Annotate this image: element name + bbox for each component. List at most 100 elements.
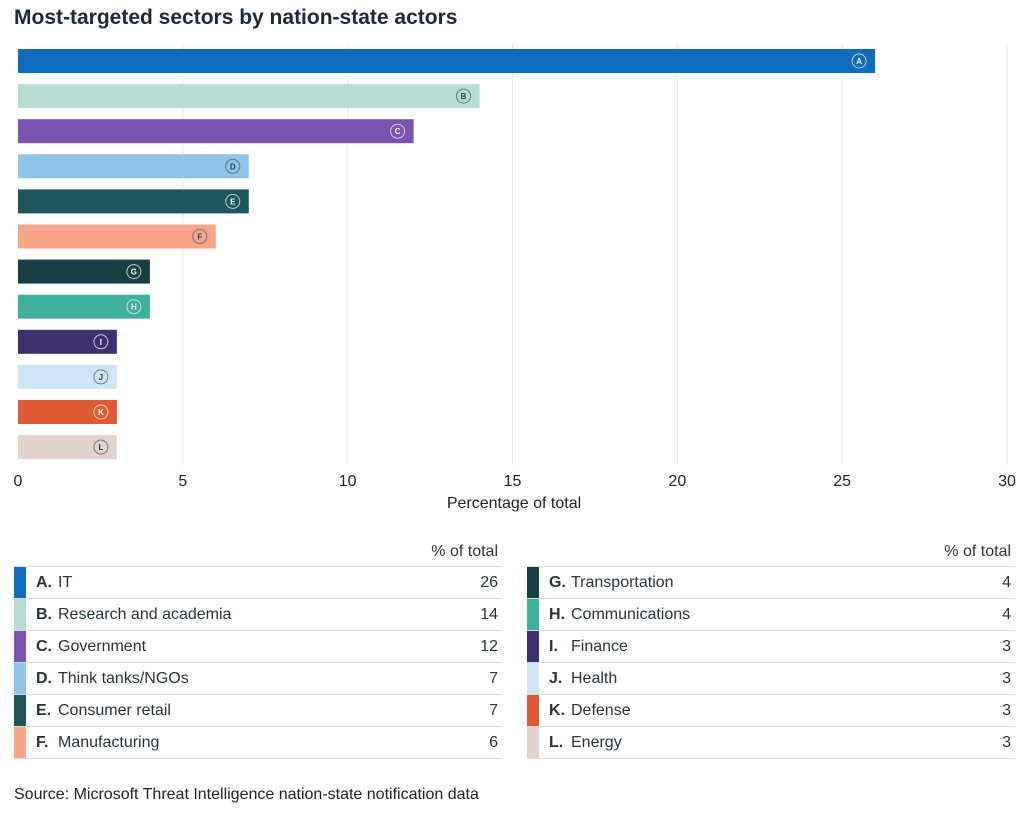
x-tick-label: 15 — [504, 473, 522, 490]
legend-name: Consumer retail — [58, 701, 171, 719]
legend-swatch — [527, 567, 539, 598]
bar-label: C — [395, 127, 401, 136]
legend-swatch — [527, 631, 539, 662]
bar-label-circle — [126, 299, 142, 315]
legend-swatch — [527, 663, 539, 694]
legend-letter: C. — [36, 637, 52, 655]
legend-row: B. Research and academia 14 — [14, 598, 502, 630]
legend-swatch — [527, 599, 539, 630]
legend-name: Manufacturing — [58, 733, 160, 751]
x-tick-label: 10 — [339, 473, 357, 490]
legend-row: A. IT 26 — [14, 566, 502, 598]
bar — [18, 84, 480, 109]
legend-name: Research and academia — [58, 605, 232, 623]
chart-title: Most-targeted sectors by nation-state ac… — [14, 6, 458, 29]
legend-swatch — [14, 567, 26, 598]
legend-swatch — [14, 727, 26, 758]
legend-letter: A. — [36, 573, 52, 591]
source-note: Source: Microsoft Threat Intelligence na… — [14, 786, 479, 803]
bar-label-circle — [93, 334, 109, 350]
x-tick-label: 30 — [998, 473, 1016, 490]
legend-value: 3 — [1002, 733, 1011, 751]
bar — [18, 329, 117, 354]
legend-value: 14 — [480, 605, 498, 623]
legend-value: 4 — [1002, 573, 1011, 591]
legend-letter: G. — [549, 573, 566, 591]
legend-letter: I. — [549, 637, 558, 655]
bar-label: E — [230, 197, 236, 206]
legend-name: IT — [58, 573, 73, 591]
x-axis-label: Percentage of total — [446, 495, 582, 512]
legend-letter: D. — [36, 669, 52, 687]
x-tick-label: 20 — [668, 473, 686, 490]
legend-header: % of total — [431, 543, 498, 560]
bar-label: G — [131, 268, 137, 277]
legend-letter: B. — [36, 605, 52, 623]
bar-label: H — [131, 303, 137, 312]
legend-value: 7 — [489, 669, 498, 687]
legend-name: Transportation — [571, 573, 674, 591]
legend-row: C. Government 12 — [14, 630, 502, 662]
bar — [18, 294, 150, 319]
bar-label-circle — [93, 439, 109, 455]
bar-label-circle — [456, 88, 472, 104]
bar — [18, 154, 249, 179]
bar-label-circle — [192, 229, 208, 244]
bar-label-circle — [126, 264, 142, 280]
legend-name: Government — [58, 637, 147, 655]
bar-label: K — [98, 408, 104, 417]
bar-label-circle — [851, 53, 867, 69]
legend-value: 3 — [1002, 669, 1011, 687]
legend-value: 7 — [489, 701, 498, 719]
bar — [18, 49, 876, 73]
legend-table-right: % of total G. Transportation 4 H. Commun… — [527, 540, 1015, 759]
legend-name: Think tanks/NGOs — [58, 669, 189, 687]
bar-label-circle — [390, 123, 406, 139]
bar — [18, 224, 216, 249]
legend-row: K. Defense 3 — [527, 694, 1015, 726]
legend-header: % of total — [944, 543, 1011, 560]
legend-swatch — [14, 695, 26, 726]
bar — [18, 259, 150, 284]
legend-row: E. Consumer retail 7 — [14, 694, 502, 726]
bar-label-circle — [225, 158, 241, 174]
legend-row: D. Think tanks/NGOs 7 — [14, 662, 502, 694]
legend-letter: L. — [549, 733, 564, 751]
legend-row: J. Health 3 — [527, 662, 1015, 694]
legend-swatch — [14, 663, 26, 694]
bar-label: B — [461, 92, 467, 101]
legend-letter: J. — [549, 669, 563, 687]
x-tick-label: 25 — [833, 473, 851, 490]
legend-row: G. Transportation 4 — [527, 566, 1015, 598]
legend-row: F. Manufacturing 6 — [14, 726, 502, 759]
legend-swatch — [527, 727, 539, 758]
bar-label: L — [98, 443, 103, 452]
bar — [18, 435, 117, 460]
legend-row: H. Communications 4 — [527, 598, 1015, 630]
legend-letter: F. — [36, 733, 49, 751]
legend-name: Communications — [571, 605, 691, 623]
bar — [18, 119, 414, 144]
legend-value: 6 — [489, 733, 498, 751]
legend-letter: H. — [549, 605, 565, 623]
bar — [18, 189, 249, 214]
legend-name: Defense — [571, 701, 631, 719]
legend-letter: K. — [549, 701, 565, 719]
legend-name: Finance — [571, 637, 628, 655]
legend-value: 26 — [480, 573, 498, 591]
legend-name: Health — [571, 669, 618, 687]
legend-table-left: % of total A. IT 26 B. Research and acad… — [14, 540, 502, 759]
bar-plot: 0 5 10 15 20 25 30 A B C D E F G H I J K L — [14, 44, 1016, 490]
legend-value: 12 — [480, 637, 498, 655]
legend-row: I. Finance 3 — [527, 630, 1015, 662]
bar-label-circle — [225, 193, 241, 209]
bar-label: J — [99, 373, 103, 382]
legend-row: L. Energy 3 — [527, 726, 1015, 759]
x-tick-label: 0 — [14, 473, 23, 490]
legend-value: 4 — [1002, 605, 1011, 623]
bar-label: D — [230, 162, 236, 171]
legend-swatch — [527, 695, 539, 726]
bar — [18, 364, 117, 389]
bar-label: A — [856, 57, 862, 66]
